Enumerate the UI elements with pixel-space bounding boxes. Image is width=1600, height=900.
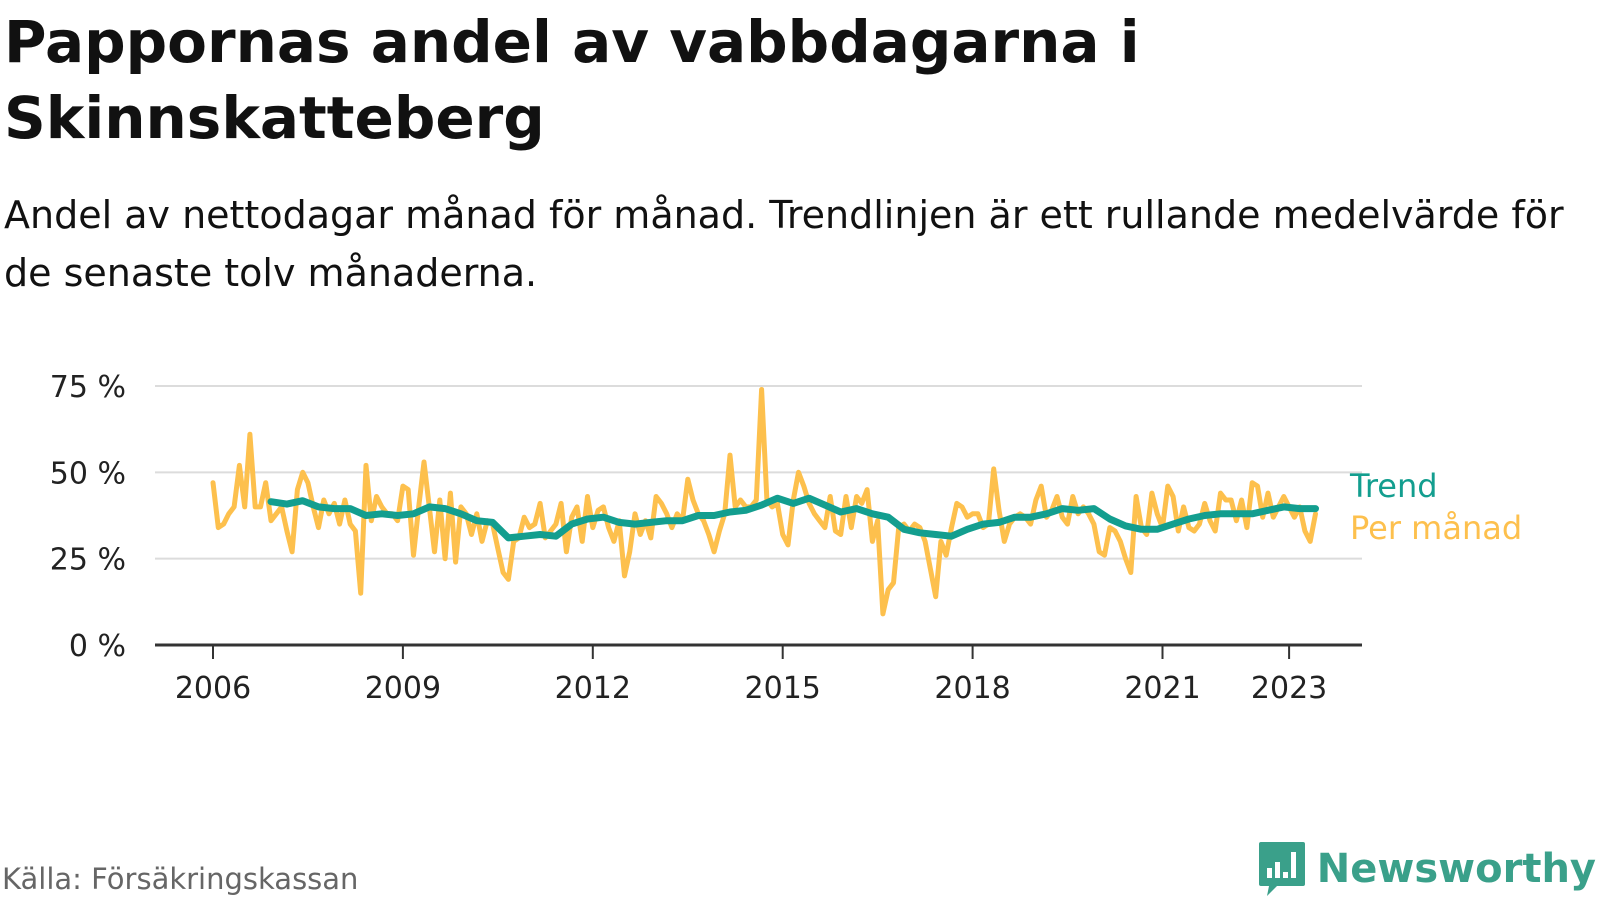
series-lines — [210, 387, 1319, 617]
chart-title: Pappornas andel av vabbdagarna i Skinnsk… — [4, 8, 1140, 152]
brand[interactable]: Newsworthy — [1257, 840, 1596, 898]
x-tick-label: 2021 — [1124, 671, 1200, 706]
chart-subtitle: Andel av nettodagar månad för månad. Tre… — [4, 193, 1564, 295]
y-tick-label: 0 % — [69, 629, 126, 664]
y-axis-ticks: 0 % 25 % 50 % 75 % — [50, 370, 126, 664]
x-tick-label: 2023 — [1251, 671, 1327, 706]
brand-name: Newsworthy — [1316, 846, 1596, 892]
x-tick-label: 2009 — [365, 671, 441, 706]
y-tick-label: 75 % — [50, 370, 126, 405]
x-tick-label: 2006 — [175, 671, 251, 706]
y-tick-label: 50 % — [50, 456, 126, 491]
x-axis-ticks: 2006 2009 2012 2015 2018 2021 2023 — [175, 645, 1327, 706]
legend: Trend Per månad — [1349, 467, 1522, 547]
x-tick-label: 2018 — [934, 671, 1010, 706]
source-note: Källa: Försäkringskassan — [2, 862, 359, 896]
x-tick-label: 2015 — [745, 671, 821, 706]
line-chart: 0 % 25 % 50 % 75 % 2006 2009 2012 2015 2018 2021… — [50, 370, 1522, 706]
x-tick-label: 2012 — [555, 671, 631, 706]
legend-label-trend: Trend — [1349, 467, 1438, 505]
legend-label-per-manad: Per månad — [1350, 509, 1522, 547]
series-line-trend — [267, 494, 1319, 542]
y-tick-label: 25 % — [50, 543, 126, 578]
series-line-per-manad — [210, 387, 1318, 617]
bar-chart-speech-bubble-icon — [1258, 842, 1305, 896]
grid-lines — [155, 385, 1362, 647]
